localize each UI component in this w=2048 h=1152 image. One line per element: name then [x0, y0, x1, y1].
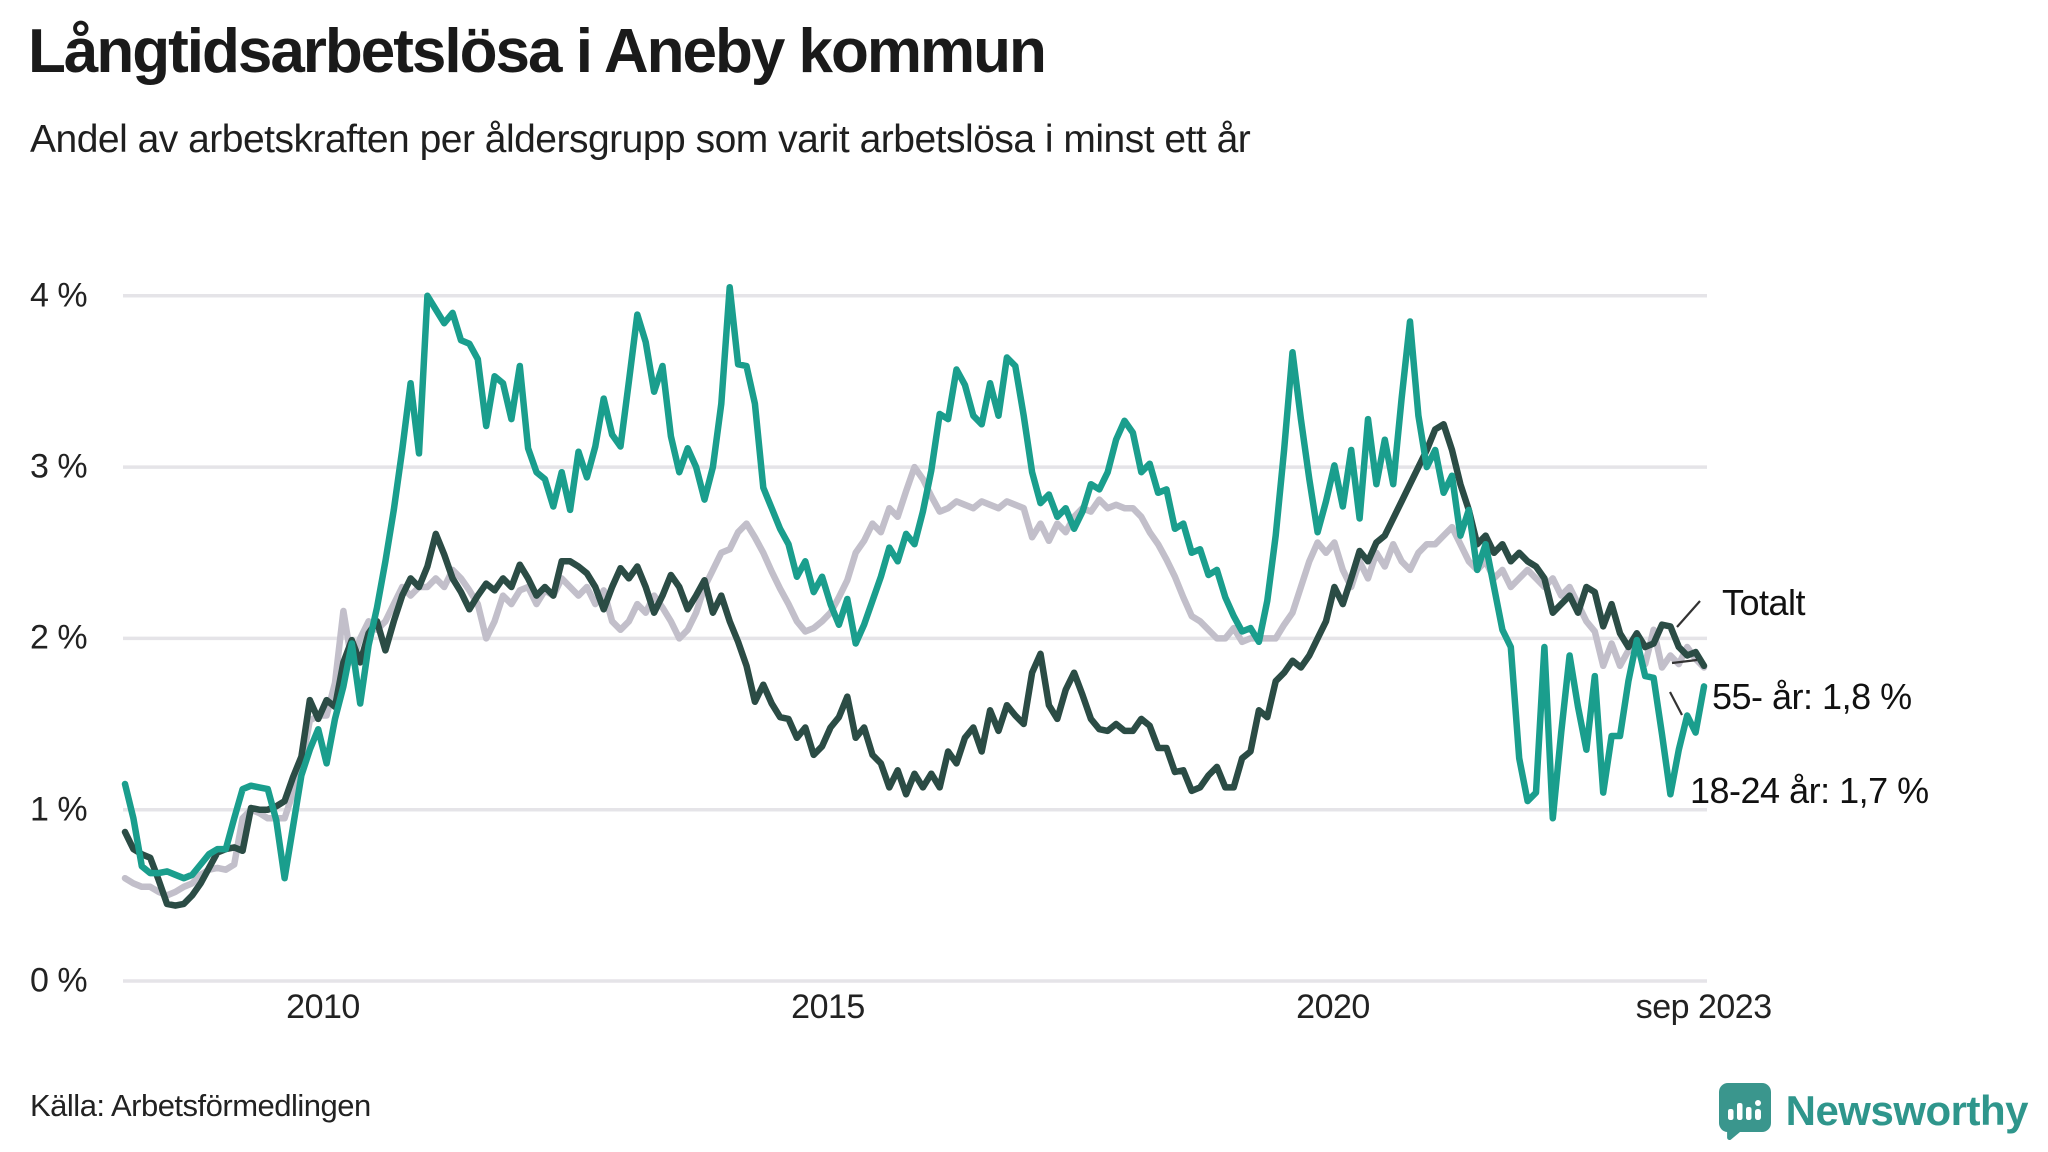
y-axis-tick-1pct: 1 %: [30, 790, 88, 829]
end-label-totalt: Totalt: [1722, 582, 1806, 623]
y-axis-tick-4pct: 4 %: [30, 276, 88, 315]
end-label-55-ar: 55- år: 1,8 %: [1712, 676, 1912, 717]
annotation-leader-line: [1669, 691, 1683, 716]
series-line-55-r: [121, 421, 1708, 909]
newsworthy-logo-icon: [1718, 1082, 1772, 1140]
newsworthy-logo-text: Newsworthy: [1785, 1087, 2029, 1134]
newsworthy-logo: Newsworthy: [1718, 1082, 2029, 1140]
y-axis-tick-3pct: 3 %: [30, 447, 88, 486]
annotation-leader-line: [1676, 600, 1701, 628]
end-label-18-24-ar: 18-24 år: 1,7 %: [1690, 770, 1929, 811]
series-line-18-24-r: [121, 283, 1708, 882]
chart-title: Långtidsarbetslösa i Aneby kommun: [28, 17, 1047, 86]
annotation-leader-line: [1671, 658, 1698, 665]
x-axis-tick-2020: 2020: [1296, 988, 1370, 1026]
x-axis-tick-2015: 2015: [791, 988, 865, 1026]
x-axis-tick-sep-2023: sep 2023: [1635, 988, 1772, 1026]
series-line-totalt: [121, 463, 1708, 899]
x-axis-tick-2010: 2010: [286, 988, 360, 1026]
y-axis-tick-2pct: 2 %: [30, 618, 88, 657]
source-note: Källa: Arbetsförmedlingen: [30, 1088, 371, 1123]
chart-subtitle: Andel av arbetskraften per åldersgrupp s…: [30, 118, 1251, 161]
y-axis-tick-0pct: 0 %: [30, 961, 88, 1000]
